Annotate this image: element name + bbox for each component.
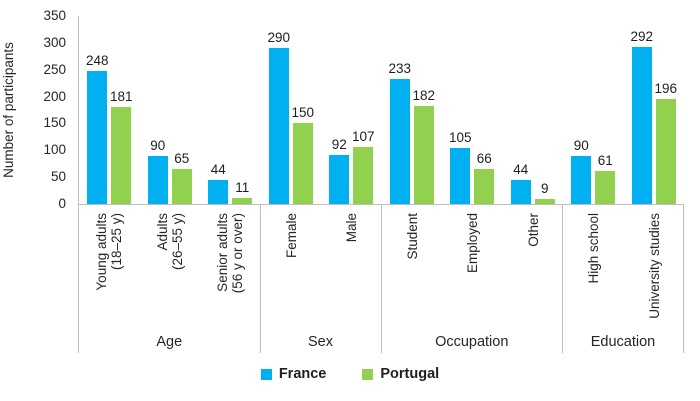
legend-swatch-portugal (362, 368, 374, 380)
bar-value-label: 65 (174, 151, 190, 166)
bar-value-label: 150 (291, 105, 315, 120)
bar-portugal (474, 169, 495, 204)
category-label: Student (404, 213, 420, 260)
legend-label: Portugal (380, 366, 440, 382)
bar-portugal (534, 199, 555, 204)
bar-portugal (292, 123, 313, 204)
group-label: Age (156, 334, 183, 350)
category-label: Male (343, 213, 359, 243)
bar-value-label: 92 (331, 137, 347, 152)
legend-label: France (278, 366, 327, 382)
bar-france (631, 47, 652, 204)
y-axis-tick-labels: 0 50 100 150 200 250 300 350 (26, 8, 66, 211)
category-label: Employed (464, 213, 480, 274)
category-label-wrap: Student (392, 213, 432, 321)
axis-group-sex: Sex Female Male (261, 205, 382, 353)
legend: France Portugal (0, 362, 700, 386)
bar-portugal (232, 198, 253, 204)
bar-france (571, 156, 592, 204)
category-label: Adults (26–55 y) (154, 213, 185, 271)
bar-value-label: 107 (351, 129, 375, 144)
legend-swatch-france (260, 368, 272, 380)
bar-france (87, 71, 108, 204)
category-label-wrap: Senior adults (56 y or over) (210, 213, 250, 321)
y-tick-label: 350 (43, 8, 66, 23)
category-label: Young adults (18–25 y) (94, 213, 125, 291)
category-label: Other (525, 213, 541, 247)
bar-value-label: 290 (267, 30, 291, 45)
category-label-wrap: High school (573, 213, 613, 321)
bar-value-label: 66 (476, 151, 492, 166)
bar-value-label: 182 (412, 88, 436, 103)
group-label: Education (590, 334, 656, 350)
y-axis-title: Number of participants (1, 42, 16, 178)
category-label-wrap: University studies (634, 213, 674, 321)
y-tick-label: 150 (43, 115, 66, 131)
legend-item-france: France (260, 366, 327, 382)
bar-value-label: 196 (654, 81, 678, 96)
bar-portugal (655, 99, 676, 204)
bar-portugal (171, 169, 192, 204)
bar-value-label: 105 (448, 130, 472, 145)
bar-value-label: 292 (630, 29, 654, 44)
bar-france (510, 180, 531, 204)
category-label: Female (283, 213, 299, 259)
bar-value-label: 181 (109, 89, 133, 104)
category-label: Senior adults (56 y or over) (215, 213, 246, 294)
bar-portugal (413, 106, 434, 204)
bar-france (208, 180, 229, 204)
bar-portugal (595, 171, 616, 204)
category-label: University studies (646, 213, 662, 319)
bar-france (329, 155, 350, 204)
category-label-wrap: Male (331, 213, 371, 321)
y-tick-label: 100 (43, 142, 66, 158)
group-label: Occupation (435, 334, 509, 350)
bar-france (389, 79, 410, 204)
y-tick-label: 200 (43, 88, 66, 104)
y-tick-label: 50 (50, 169, 66, 185)
category-label-wrap: Other (513, 213, 553, 321)
category-label-wrap: Employed (452, 213, 492, 321)
bar-france (147, 156, 168, 204)
plot-area: 248 181 90 65 44 11 290 150 92 107 233 182 105 66 44 9 9… (78, 16, 684, 205)
y-tick-label: 300 (43, 34, 66, 50)
bar-value-label: 90 (150, 138, 166, 153)
bar-value-label: 44 (210, 162, 226, 177)
category-label-area: Age Young adults (18–25 y) Adults (26–55 y… (78, 205, 684, 353)
y-tick-label: 250 (43, 61, 66, 77)
bar-france (450, 148, 471, 204)
bar-value-label: 90 (573, 138, 589, 153)
axis-group-education: Education High school University studies (563, 205, 684, 353)
axis-group-age: Age Young adults (18–25 y) Adults (26–55 y… (79, 205, 261, 353)
group-label: Sex (308, 334, 333, 350)
bar-value-label: 9 (540, 181, 549, 196)
category-label-wrap: Female (271, 213, 311, 321)
category-label: High school (585, 213, 601, 284)
bar-value-label: 233 (388, 61, 412, 76)
category-label-wrap: Young adults (18–25 y) (89, 213, 129, 321)
axis-group-occupation: Occupation Student Employed Other (382, 205, 563, 353)
y-tick-label: 0 (58, 196, 66, 211)
bar-portugal (353, 147, 374, 204)
bar-value-label: 61 (597, 153, 613, 168)
bar-portugal (111, 107, 132, 204)
legend-item-portugal: Portugal (362, 366, 439, 382)
category-label-wrap: Adults (26–55 y) (150, 213, 190, 321)
bar-value-label: 44 (513, 162, 529, 177)
bar-value-label: 11 (235, 180, 250, 195)
bar-value-label: 248 (85, 53, 109, 68)
bar-france (268, 48, 289, 204)
